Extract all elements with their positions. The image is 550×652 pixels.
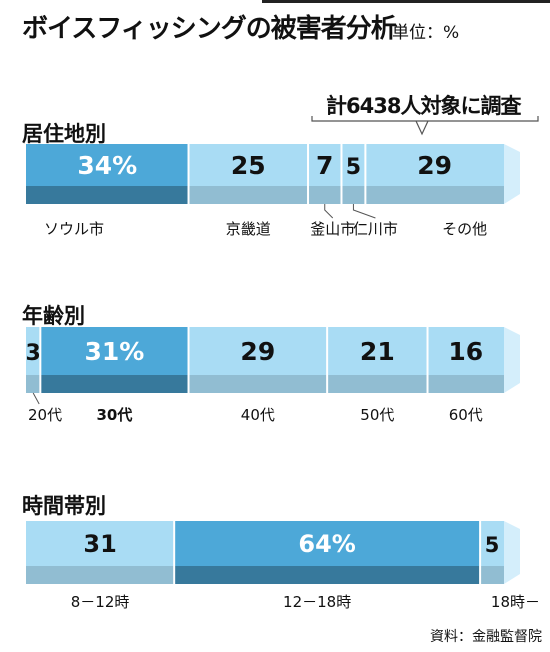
bar-value-label-time-1: 64%	[298, 530, 355, 558]
bar-value-label-age-3: 21	[360, 337, 395, 366]
bar-segment-bottom-residence-0	[26, 186, 189, 204]
bar-segment-bottom-age-0	[26, 375, 41, 393]
category-label-time-0: 8－12時	[71, 593, 130, 611]
bar-value-label-age-1: 31%	[85, 337, 145, 366]
category-label-residence-1: 京畿道	[226, 220, 271, 238]
bar-value-label-time-2: 5	[485, 533, 500, 557]
bar-segment-bottom-residence-4	[365, 186, 504, 204]
category-label-residence-2: 釜山市	[310, 220, 355, 238]
section-title-time: 時間帯別	[22, 494, 106, 518]
bar-side-residence	[504, 144, 520, 204]
category-label-age-1: 30代	[96, 406, 132, 424]
bar-side-age	[504, 327, 520, 393]
category-label-age-3: 50代	[360, 406, 394, 424]
section-title-residence: 居住地別	[22, 122, 106, 146]
category-label-age-0: 20代	[28, 406, 62, 424]
bar-value-label-residence-0: 34%	[77, 151, 137, 180]
category-label-age-4: 60代	[449, 406, 483, 424]
leader-line-age-0	[32, 392, 40, 405]
category-label-time-2: 18時－	[491, 593, 540, 611]
bar-value-label-age-4: 16	[448, 337, 483, 366]
source-note: 資料：金融監督院	[430, 629, 542, 645]
bar-segment-bottom-time-1	[174, 566, 481, 584]
bar-segment-time-2	[480, 521, 504, 566]
category-label-time-1: 12－18時	[283, 593, 351, 611]
section-title-age: 年齢別	[22, 304, 85, 328]
leader-line-residence-2	[324, 204, 334, 219]
bar-segment-bottom-age-2	[188, 375, 328, 393]
bar-segment-residence-3	[341, 144, 366, 186]
category-label-residence-0: ソウル市	[44, 220, 104, 238]
category-label-age-2: 40代	[241, 406, 275, 424]
bar-value-label-time-0: 31	[83, 530, 116, 558]
bar-segment-bottom-residence-1	[188, 186, 309, 204]
bar-value-label-residence-4: 29	[417, 151, 452, 180]
bar-side-time	[504, 521, 520, 584]
bar-value-label-residence-2: 7	[316, 151, 333, 180]
bar-segment-bottom-residence-2	[308, 186, 342, 204]
chart-title: ボイスフィッシングの被害者分析	[22, 14, 397, 44]
top-rule	[262, 0, 550, 3]
survey-note-bracket	[311, 116, 539, 136]
bar-segment-residence-2	[308, 144, 342, 186]
bar-value-label-residence-1: 25	[231, 151, 266, 180]
bar-segment-age-0	[26, 327, 41, 375]
survey-note: 計6438人対象に調査	[326, 94, 521, 118]
bar-segment-bottom-age-3	[327, 375, 428, 393]
bar-segment-bottom-age-4	[427, 375, 504, 393]
bar-segment-bottom-residence-3	[341, 186, 366, 204]
bar-segment-bottom-time-0	[26, 566, 175, 584]
bar-segment-bottom-age-1	[40, 375, 189, 393]
category-label-residence-3: 仁川市	[353, 220, 398, 238]
bar-segment-age-1	[40, 327, 189, 375]
unit-label: 単位：%	[392, 23, 460, 43]
bar-segment-bottom-time-2	[480, 566, 504, 584]
bar-segment-time-0	[26, 521, 175, 566]
bar-value-label-age-0: 3	[26, 341, 41, 366]
bar-value-label-age-2: 29	[240, 337, 275, 366]
bar-segment-time-1	[174, 521, 481, 566]
bar-segment-age-4	[427, 327, 504, 375]
leader-line-residence-3	[352, 204, 376, 219]
bar-value-label-residence-3: 5	[346, 155, 361, 180]
bar-segment-age-2	[188, 327, 328, 375]
bar-segment-residence-4	[365, 144, 504, 186]
bar-segment-age-3	[327, 327, 428, 375]
bar-segment-residence-1	[188, 144, 309, 186]
category-label-residence-4: その他	[442, 220, 487, 238]
bar-segment-residence-0	[26, 144, 189, 186]
